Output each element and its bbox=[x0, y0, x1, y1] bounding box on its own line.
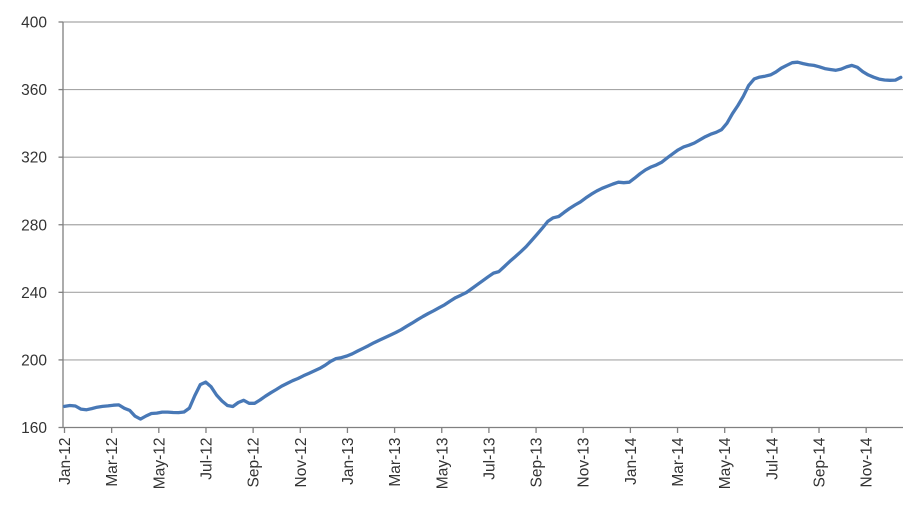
x-tick-label: Mar-13 bbox=[387, 438, 404, 487]
x-tick-label: Nov-14 bbox=[859, 437, 876, 487]
x-tick-label: Jul-12 bbox=[198, 438, 215, 480]
x-tick-label: Jul-13 bbox=[481, 438, 498, 480]
y-tick-label: 200 bbox=[21, 352, 47, 369]
x-tick-label: Mar-12 bbox=[104, 438, 121, 487]
x-tick-label: Nov-12 bbox=[293, 438, 310, 488]
y-tick-label: 280 bbox=[21, 217, 47, 234]
x-tick-label: Sep-14 bbox=[812, 437, 829, 487]
y-tick-label: 360 bbox=[21, 82, 47, 99]
x-tick-label: Jan-12 bbox=[57, 438, 74, 485]
x-tick-label: Sep-13 bbox=[529, 438, 546, 488]
x-tick-label: Jan-14 bbox=[623, 437, 640, 485]
x-tick-label: Mar-14 bbox=[670, 437, 687, 486]
x-tick-label: Jan-13 bbox=[340, 438, 357, 485]
x-tick-label: Jul-14 bbox=[764, 437, 781, 480]
x-tick-label: Sep-12 bbox=[246, 438, 263, 488]
y-tick-label: 320 bbox=[21, 150, 47, 167]
x-tick-label: Nov-13 bbox=[576, 438, 593, 488]
y-tick-label: 240 bbox=[21, 285, 47, 302]
y-tick-label: 400 bbox=[21, 15, 47, 32]
x-tick-label: May-13 bbox=[434, 438, 451, 490]
x-tick-label: May-14 bbox=[717, 437, 734, 489]
y-tick-label: 160 bbox=[21, 420, 47, 437]
series-line bbox=[62, 60, 903, 421]
x-tick-label: May-12 bbox=[151, 438, 168, 490]
